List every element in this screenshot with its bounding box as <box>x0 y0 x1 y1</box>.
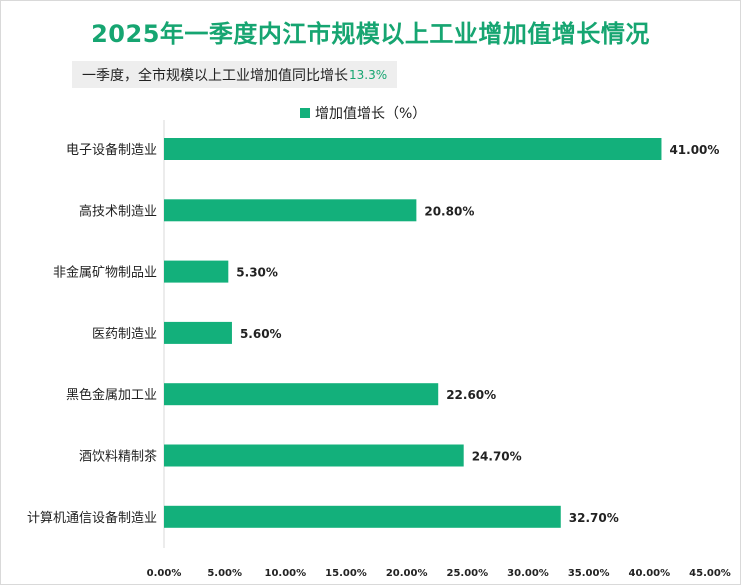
x-tick-label: 20.00% <box>386 568 428 579</box>
category-label: 电子设备制造业 <box>66 142 157 158</box>
bar <box>164 505 561 528</box>
data-label: 32.70% <box>569 511 619 525</box>
x-tick-label: 10.00% <box>265 568 307 579</box>
x-tick-label: 30.00% <box>507 568 549 579</box>
bar <box>164 321 232 344</box>
category-label: 高技术制造业 <box>79 203 157 219</box>
chart-title: 2025年一季度内江市规模以上工业增加值增长情况 <box>91 20 650 48</box>
x-tick-label: 0.00% <box>147 568 182 579</box>
subtitle-box: 一季度，全市规模以上工业增加值同比增长 13.3% <box>72 61 398 88</box>
bar <box>164 199 417 222</box>
bar <box>164 383 439 406</box>
x-tick-label: 15.00% <box>325 568 367 579</box>
category-label: 酒饮料精制茶 <box>79 449 157 465</box>
data-label: 22.60% <box>446 388 496 402</box>
legend: 增加值增长（%） <box>300 103 426 123</box>
legend-swatch <box>300 108 310 118</box>
x-tick-label: 35.00% <box>568 568 610 579</box>
subtitle-value: 13.3% <box>349 67 388 82</box>
category-label: 非金属矿物制品业 <box>53 265 157 281</box>
legend-label: 增加值增长（%） <box>315 106 427 122</box>
bar <box>164 138 662 160</box>
x-tick-label: 25.00% <box>447 568 489 579</box>
x-tick-label: 45.00% <box>689 568 731 579</box>
category-label: 黑色金属加工业 <box>66 387 157 403</box>
category-label: 医药制造业 <box>92 327 157 342</box>
category-label: 计算机通信设备制造业 <box>27 510 157 526</box>
data-label: 5.30% <box>236 266 278 280</box>
x-tick-label: 5.00% <box>207 568 242 579</box>
subtitle-text: 一季度，全市规模以上工业增加值同比增长 <box>82 67 348 84</box>
bar <box>164 260 229 283</box>
data-label: 41.00% <box>669 143 719 157</box>
bar <box>164 444 464 467</box>
data-label: 24.70% <box>472 450 522 464</box>
x-tick-label: 40.00% <box>629 568 671 579</box>
data-label: 20.80% <box>424 204 474 218</box>
data-label: 5.60% <box>240 327 282 341</box>
